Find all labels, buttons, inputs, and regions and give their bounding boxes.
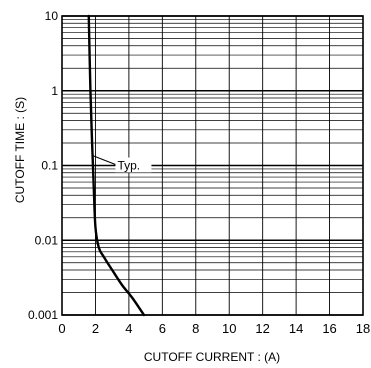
- x-tick-label: 14: [289, 321, 303, 336]
- x-tick-label: 6: [159, 321, 166, 336]
- x-tick-labels: 0 2 4 6 8 10 12 14 16 18: [58, 321, 370, 336]
- x-tick-label: 16: [322, 321, 336, 336]
- x-tick-label: 18: [356, 321, 370, 336]
- y-tick-labels: 0.001 0.01 0.1 1 10: [28, 9, 58, 322]
- annotation-leader: [92, 155, 116, 165]
- plot-frame: [61, 15, 364, 316]
- y-tick-label: 0.01: [35, 233, 59, 247]
- annotation-label: Typ.: [117, 159, 140, 173]
- x-tick-label: 4: [125, 321, 132, 336]
- annotation-background: [115, 157, 152, 173]
- cutoff-curve: [87, 14, 146, 317]
- x-tick-label: 0: [58, 321, 65, 336]
- x-tick-label: 2: [92, 321, 99, 336]
- x-tick-label: 10: [222, 321, 236, 336]
- minor-horizontal-gridlines: [62, 19, 363, 293]
- y-tick-label: 0.1: [41, 159, 58, 173]
- x-tick-label: 8: [192, 321, 199, 336]
- y-tick-label: 10: [45, 9, 59, 23]
- y-tick-label: 0.001: [28, 308, 58, 322]
- x-axis-label: CUTOFF CURRENT : (A): [144, 350, 280, 364]
- y-tick-label: 1: [51, 84, 58, 98]
- y-axis-label: CUTOFF TIME : (S): [13, 97, 27, 203]
- x-tick-label: 12: [255, 321, 269, 336]
- annotations: Typ.: [92, 155, 152, 173]
